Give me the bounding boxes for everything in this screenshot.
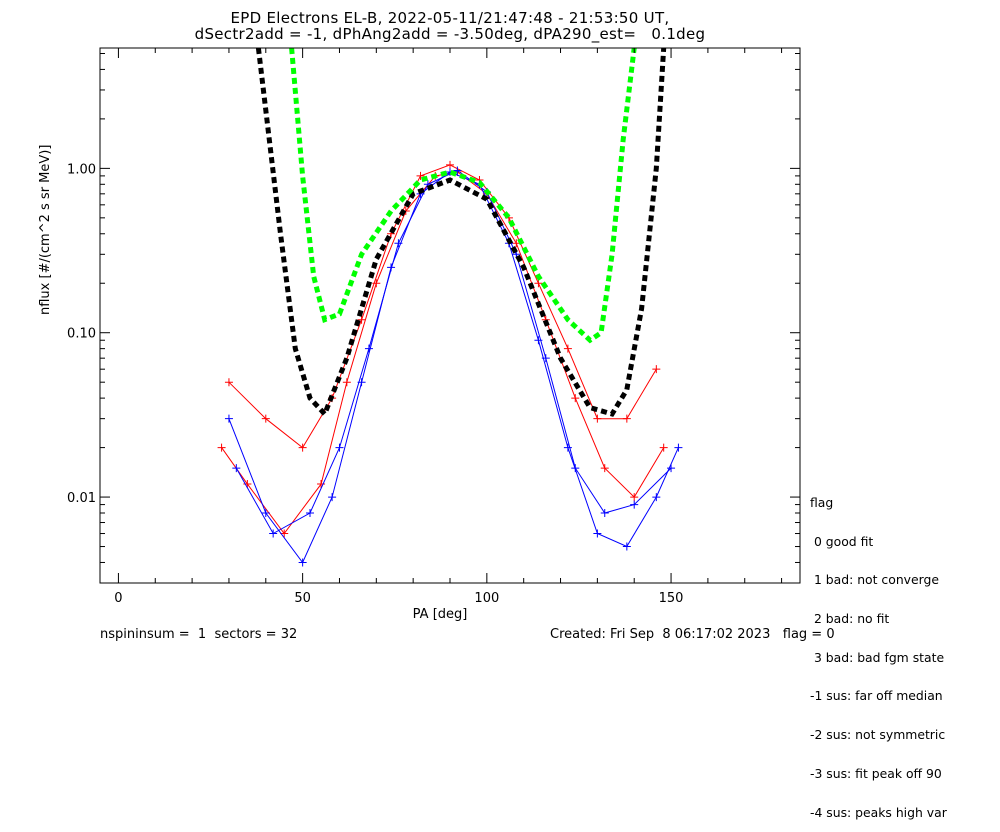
data-point [600, 508, 609, 517]
data-point [224, 378, 233, 387]
data-point [600, 464, 609, 473]
legend: flag 0 good fit 1 bad: not converge 2 ba… [810, 471, 947, 832]
x-axis-label: PA [deg] [413, 607, 468, 622]
axes-layer: 0 50 100 150 0.01 0.10 1.00 PA [deg] [67, 47, 801, 622]
data-line [228, 171, 679, 564]
fit-curve [289, 48, 637, 344]
data-point [446, 160, 454, 169]
data-point [652, 493, 661, 502]
chart-title-line-2: dSectr2add = -1, dPhAng2add = -3.50deg, … [194, 25, 706, 43]
legend-item: 3 bad: bad fgm state [810, 649, 945, 665]
legend-title: flag [810, 494, 834, 510]
data-point [298, 558, 307, 567]
data-point [217, 443, 226, 452]
legend-item: -2 sus: not symmetric [810, 727, 946, 743]
x-tick-label: 50 [294, 591, 311, 606]
data-point [306, 508, 314, 517]
data-point [630, 493, 639, 502]
data-point [563, 443, 572, 452]
legend-item: -4 sus: peaks high var [810, 804, 947, 820]
fit-curve [255, 48, 667, 419]
data-point [298, 443, 307, 452]
y-tick-label: 0.01 [67, 491, 96, 506]
data-point [593, 414, 602, 423]
data-point [652, 365, 661, 374]
data-point [335, 443, 344, 452]
data-layer [217, 48, 683, 567]
legend-item: 0 good fit [810, 533, 874, 549]
y-tick-label: 0.10 [67, 327, 96, 342]
plot-area: 0 50 100 150 0.01 0.10 1.00 PA [deg] [67, 47, 801, 622]
data-point [261, 508, 270, 517]
data-point [630, 500, 639, 509]
data-point [224, 414, 233, 423]
data-point [674, 443, 683, 452]
footer-right: Created: Fri Sep 8 06:17:02 2023 flag = … [550, 627, 835, 642]
data-point [593, 529, 602, 538]
data-point [328, 493, 337, 502]
data-point [622, 542, 631, 551]
y-tick-label: 1.00 [67, 162, 96, 177]
x-tick-label: 150 [659, 591, 684, 606]
data-point [659, 443, 668, 452]
data-point [342, 378, 351, 387]
data-point [667, 464, 676, 473]
data-point [453, 166, 462, 175]
data-point [571, 464, 580, 473]
data-point [563, 344, 572, 353]
data-point [261, 414, 270, 423]
data-line [221, 171, 665, 535]
legend-item: -3 sus: fit peak off 90 [810, 765, 942, 781]
data-point [357, 315, 366, 324]
legend-item: 1 bad: not converge [810, 572, 939, 588]
data-point [232, 464, 241, 473]
data-point [364, 344, 373, 353]
x-tick-label: 100 [474, 591, 499, 606]
data-point [571, 394, 580, 403]
data-point [416, 171, 425, 180]
footer-left: nspininsum = 1 sectors = 32 [100, 627, 298, 642]
chart-title-line-1: EPD Electrons EL-B, 2022-05-11/21:47:48 … [230, 9, 670, 27]
data-point [317, 480, 326, 489]
y-axis-label: nflux [#/(cm^2 s sr MeV)] [38, 144, 53, 315]
x-tick-label: 0 [114, 591, 122, 606]
legend-item: 2 bad: no fit [810, 610, 890, 626]
data-point [541, 354, 550, 363]
data-point [269, 529, 278, 538]
data-point [622, 414, 631, 423]
legend-item: -1 sus: far off median [810, 688, 943, 704]
plot-frame [99, 47, 801, 584]
data-line [235, 169, 672, 535]
data-line [228, 164, 657, 449]
data-point [394, 239, 403, 248]
